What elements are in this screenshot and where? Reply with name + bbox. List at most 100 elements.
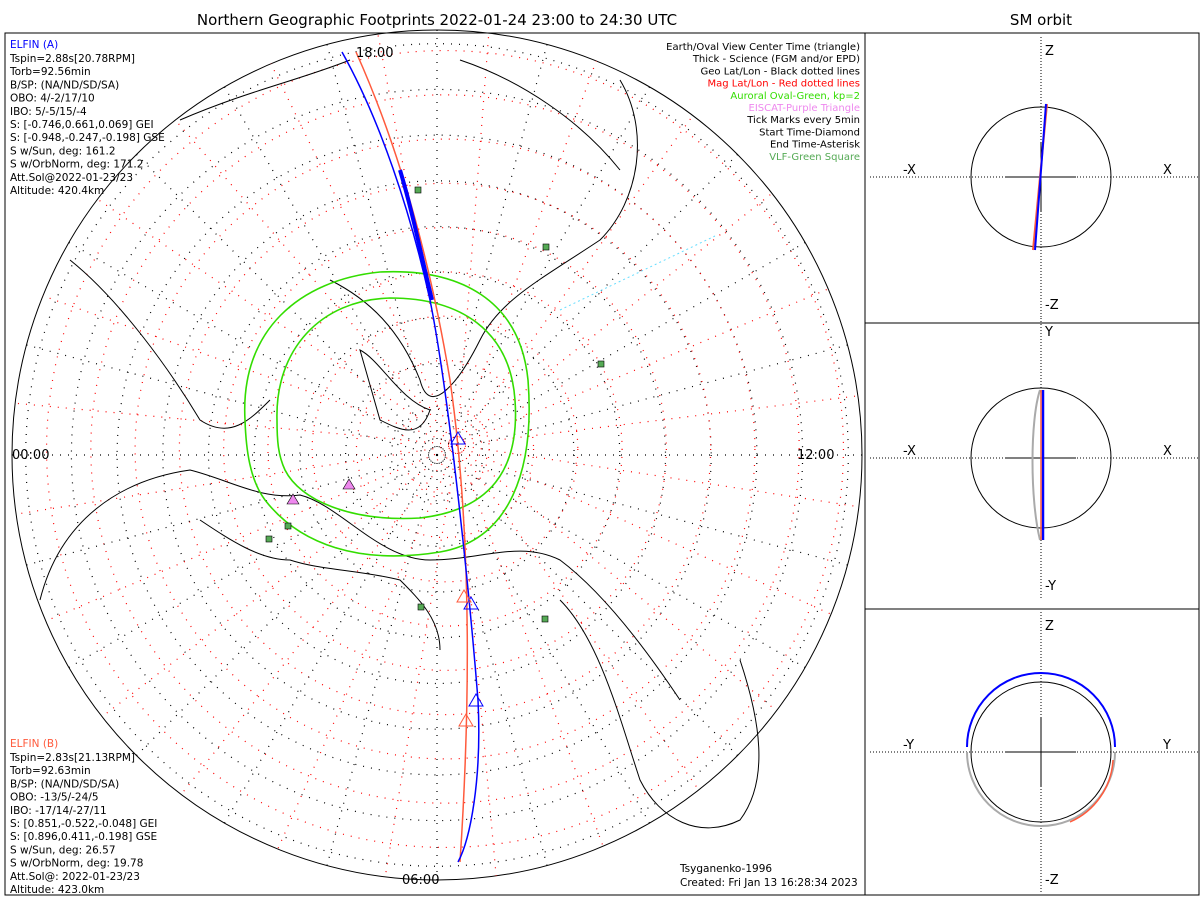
info-line: S: [0.851,-0.522,-0.048] GEI	[10, 818, 157, 830]
mag-lon-line	[456, 444, 832, 615]
info-line: S: [-0.948,-0.247,-0.198] GSE	[10, 132, 165, 144]
elfin-a-science-segment	[398, 169, 434, 301]
elfin-a-orbit	[966, 672, 1116, 748]
geo-lon-line	[26, 454, 438, 566]
legend-item: Mag Lat/Lon - Red dotted lines	[707, 79, 860, 90]
axis-label-right: X	[1163, 444, 1172, 459]
coastline	[179, 59, 621, 171]
vlf-station-marker	[284, 522, 292, 530]
info-line: Altitude: 423.0km	[10, 884, 104, 896]
vlf-station-marker	[542, 243, 550, 251]
vlf-station-marker	[265, 535, 273, 543]
geo-lon-line	[436, 454, 548, 866]
info-line: IBO: -17/14/-27/11	[10, 805, 107, 817]
mag-lon-line	[456, 395, 858, 446]
axis-label-right: X	[1163, 163, 1172, 178]
elfin-b-view-triangle	[458, 713, 474, 727]
time-label-bottom: 06:00	[402, 873, 439, 888]
orbit-shadow	[1031, 389, 1041, 541]
info-line: Altitude: 420.4km	[10, 185, 104, 197]
mag-lon-line	[456, 444, 700, 791]
mag-lat-circle	[223, 227, 667, 671]
orbit-frame	[864, 32, 1200, 896]
axis-label-bottom: -Z	[1045, 298, 1059, 313]
time-label-left: 00:00	[12, 448, 49, 463]
geo-lat-circle	[25, 43, 849, 867]
axis-label-bottom: -Z	[1045, 873, 1059, 888]
mag-lat-circle	[134, 138, 756, 760]
geo-lon-line	[436, 154, 738, 456]
geo-lat-circle	[253, 271, 621, 639]
earth-circle	[970, 681, 1112, 823]
axis-label-top: Y	[1044, 325, 1053, 340]
mag-lon-line	[456, 115, 694, 446]
elfin-a-name: ELFIN (A)	[10, 39, 58, 51]
info-line: Att.Sol@: 2022-01-23/23	[10, 871, 140, 883]
coastline	[39, 469, 681, 701]
legend-item: Earth/Oval View Center Time (triangle)	[666, 42, 860, 53]
geo-lat-circle	[299, 317, 575, 593]
vlf-station-marker	[414, 186, 422, 194]
map-title: Northern Geographic Footprints 2022-01-2…	[197, 11, 677, 29]
mag-lat-circle	[90, 94, 800, 804]
geo-lon-line	[136, 454, 438, 756]
elfin-a-view-triangle	[463, 596, 479, 610]
elfin-a-view-triangle	[468, 693, 484, 707]
geo-lon-line	[436, 454, 848, 566]
geo-lon-line	[223, 86, 438, 456]
elfin-a-track	[341, 51, 480, 863]
legend-item: Auroral Oval-Green, kp=2	[730, 91, 860, 102]
mag-lon-line	[97, 198, 458, 446]
info-line: S w/Sun, deg: 161.2	[10, 145, 116, 157]
mag-lat-circle	[400, 404, 490, 494]
mag-lat-circle	[267, 271, 623, 627]
sm-orbit-panel: Z -Z -X X	[870, 37, 1199, 317]
mag-lat-circle	[355, 359, 535, 539]
info-line: OBO: 4/-2/17/10	[10, 93, 95, 105]
axis-label-left: -X	[903, 163, 916, 178]
mag-lon-line	[174, 119, 458, 446]
info-line: S: [-0.746,0.661,0.069] GEI	[10, 119, 154, 131]
info-line: IBO: 5/-5/15/-4	[10, 106, 87, 118]
axis-label-left: -X	[903, 444, 916, 459]
earth-circle	[970, 106, 1112, 248]
info-line: Att.Sol@2022-01-23/23	[10, 172, 133, 184]
time-label-top: 18:00	[356, 46, 393, 61]
axis-label-right: Y	[1162, 738, 1171, 753]
mag-lon-line	[101, 444, 458, 718]
coastline	[359, 349, 431, 431]
geo-lon-line	[26, 344, 438, 456]
sm-orbit-panel: Z -Z -Y Y	[870, 612, 1199, 892]
legend: Earth/Oval View Center Time (triangle)Th…	[666, 42, 860, 163]
mag-lon-line	[456, 60, 597, 446]
auroral-oval-inner	[276, 297, 517, 520]
vlf-station-marker	[597, 360, 605, 368]
mag-lat-circle	[311, 315, 579, 583]
legend-item: Start Time-Diamond	[759, 127, 860, 138]
legend-item: Geo Lat/Lon - Black dotted lines	[701, 66, 860, 77]
elfin-a-view-triangle	[450, 431, 466, 445]
geo-lon-line	[436, 241, 806, 456]
sm-orbit-panel: Y -Y -X X	[870, 318, 1199, 598]
mag-lon-line	[456, 444, 604, 847]
geo-lat-circle	[345, 363, 529, 547]
info-line: B/SP: (NA/ND/SD/SA)	[10, 778, 119, 790]
geo-lat-circle	[116, 134, 758, 776]
info-line: S w/OrbNorm, deg: 19.78	[10, 858, 143, 870]
coastline	[329, 79, 638, 397]
mag-lon-line	[456, 444, 777, 712]
elfin-b-name: ELFIN (B)	[10, 738, 58, 750]
auroral-oval-outer	[244, 270, 530, 557]
info-line: S w/OrbNorm, deg: 171.2	[10, 159, 143, 171]
sm-orbit-panels: Z -Z -X X Y -Y -X X Z -Z -Y Y	[870, 37, 1199, 892]
geo-lon-line	[68, 241, 438, 456]
geo-lat-circle	[162, 180, 712, 730]
info-line: B/SP: (NA/ND/SD/SA)	[10, 79, 119, 91]
mag-lat-circle	[178, 182, 712, 716]
mag-lon-line	[277, 444, 458, 850]
geo-lat-circle	[207, 225, 667, 685]
polar-map	[11, 29, 863, 881]
axis-label-left: -Y	[903, 738, 914, 753]
geo-lat-circle	[70, 88, 804, 822]
info-line: S: [0.896,0.411,-0.198] GSE	[10, 831, 157, 843]
